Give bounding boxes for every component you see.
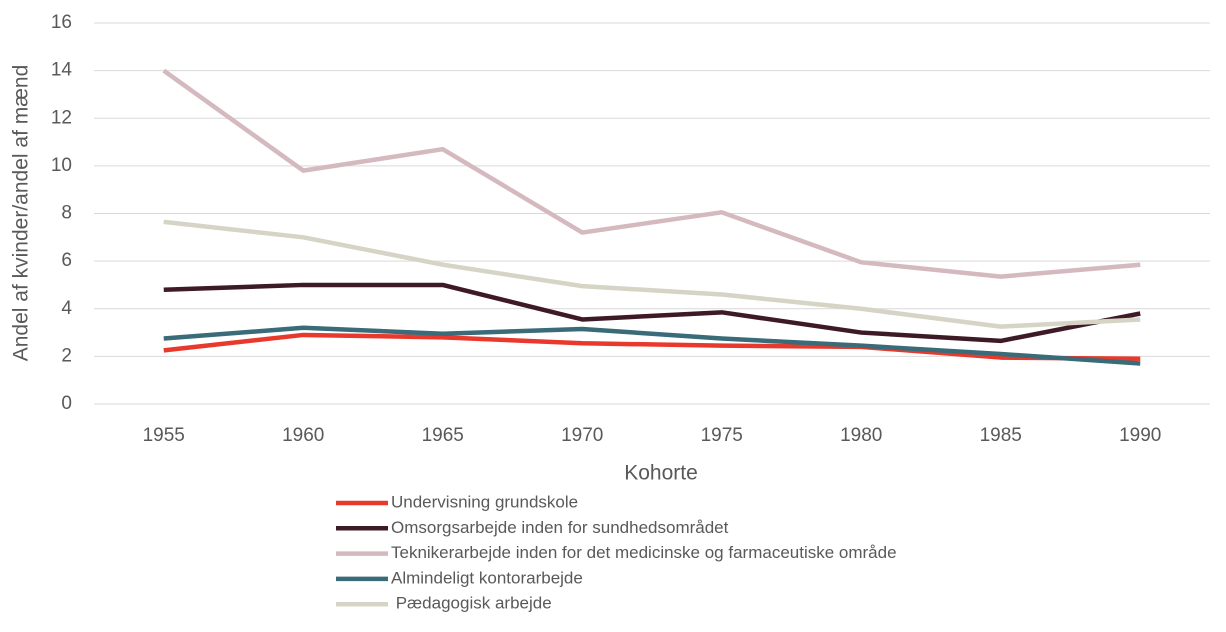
legend-label: Omsorgsarbejde inden for sundhedsområdet xyxy=(391,518,729,537)
y-tick-label: 14 xyxy=(51,60,73,81)
series-line xyxy=(163,282,1141,344)
series-line xyxy=(163,325,1141,366)
x-tick-label: 1960 xyxy=(282,425,324,446)
legend-label: Pædagogisk arbejde xyxy=(391,594,552,613)
y-axis-title: Andel af kvinder/andel af mænd xyxy=(10,65,33,362)
x-axis-title: Kohorte xyxy=(624,462,698,485)
y-tick-label: 8 xyxy=(61,203,72,224)
y-tick-label: 2 xyxy=(61,345,72,366)
x-tick-label: 1985 xyxy=(980,425,1022,446)
legend-label: Teknikerarbejde inden for det medicinske… xyxy=(391,543,897,562)
y-tick-label: 0 xyxy=(61,393,72,414)
x-tick-label: 1965 xyxy=(422,425,464,446)
x-tick-label: 1970 xyxy=(561,425,603,446)
x-tick-label: 1975 xyxy=(701,425,743,446)
x-tick-label: 1990 xyxy=(1119,425,1161,446)
series-line xyxy=(163,332,1141,362)
legend-label: Almindeligt kontorarbejde xyxy=(391,568,583,587)
y-tick-label: 4 xyxy=(61,298,72,319)
legend-label: Undervisning grundskole xyxy=(391,492,578,511)
y-tick-label: 16 xyxy=(51,12,72,33)
series-line xyxy=(163,219,1141,329)
y-tick-label: 6 xyxy=(61,250,72,271)
x-tick-label: 1955 xyxy=(143,425,185,446)
y-tick-label: 10 xyxy=(51,155,72,176)
y-tick-label: 12 xyxy=(51,107,72,128)
x-tick-label: 1980 xyxy=(840,425,882,446)
series-line xyxy=(162,68,1141,279)
